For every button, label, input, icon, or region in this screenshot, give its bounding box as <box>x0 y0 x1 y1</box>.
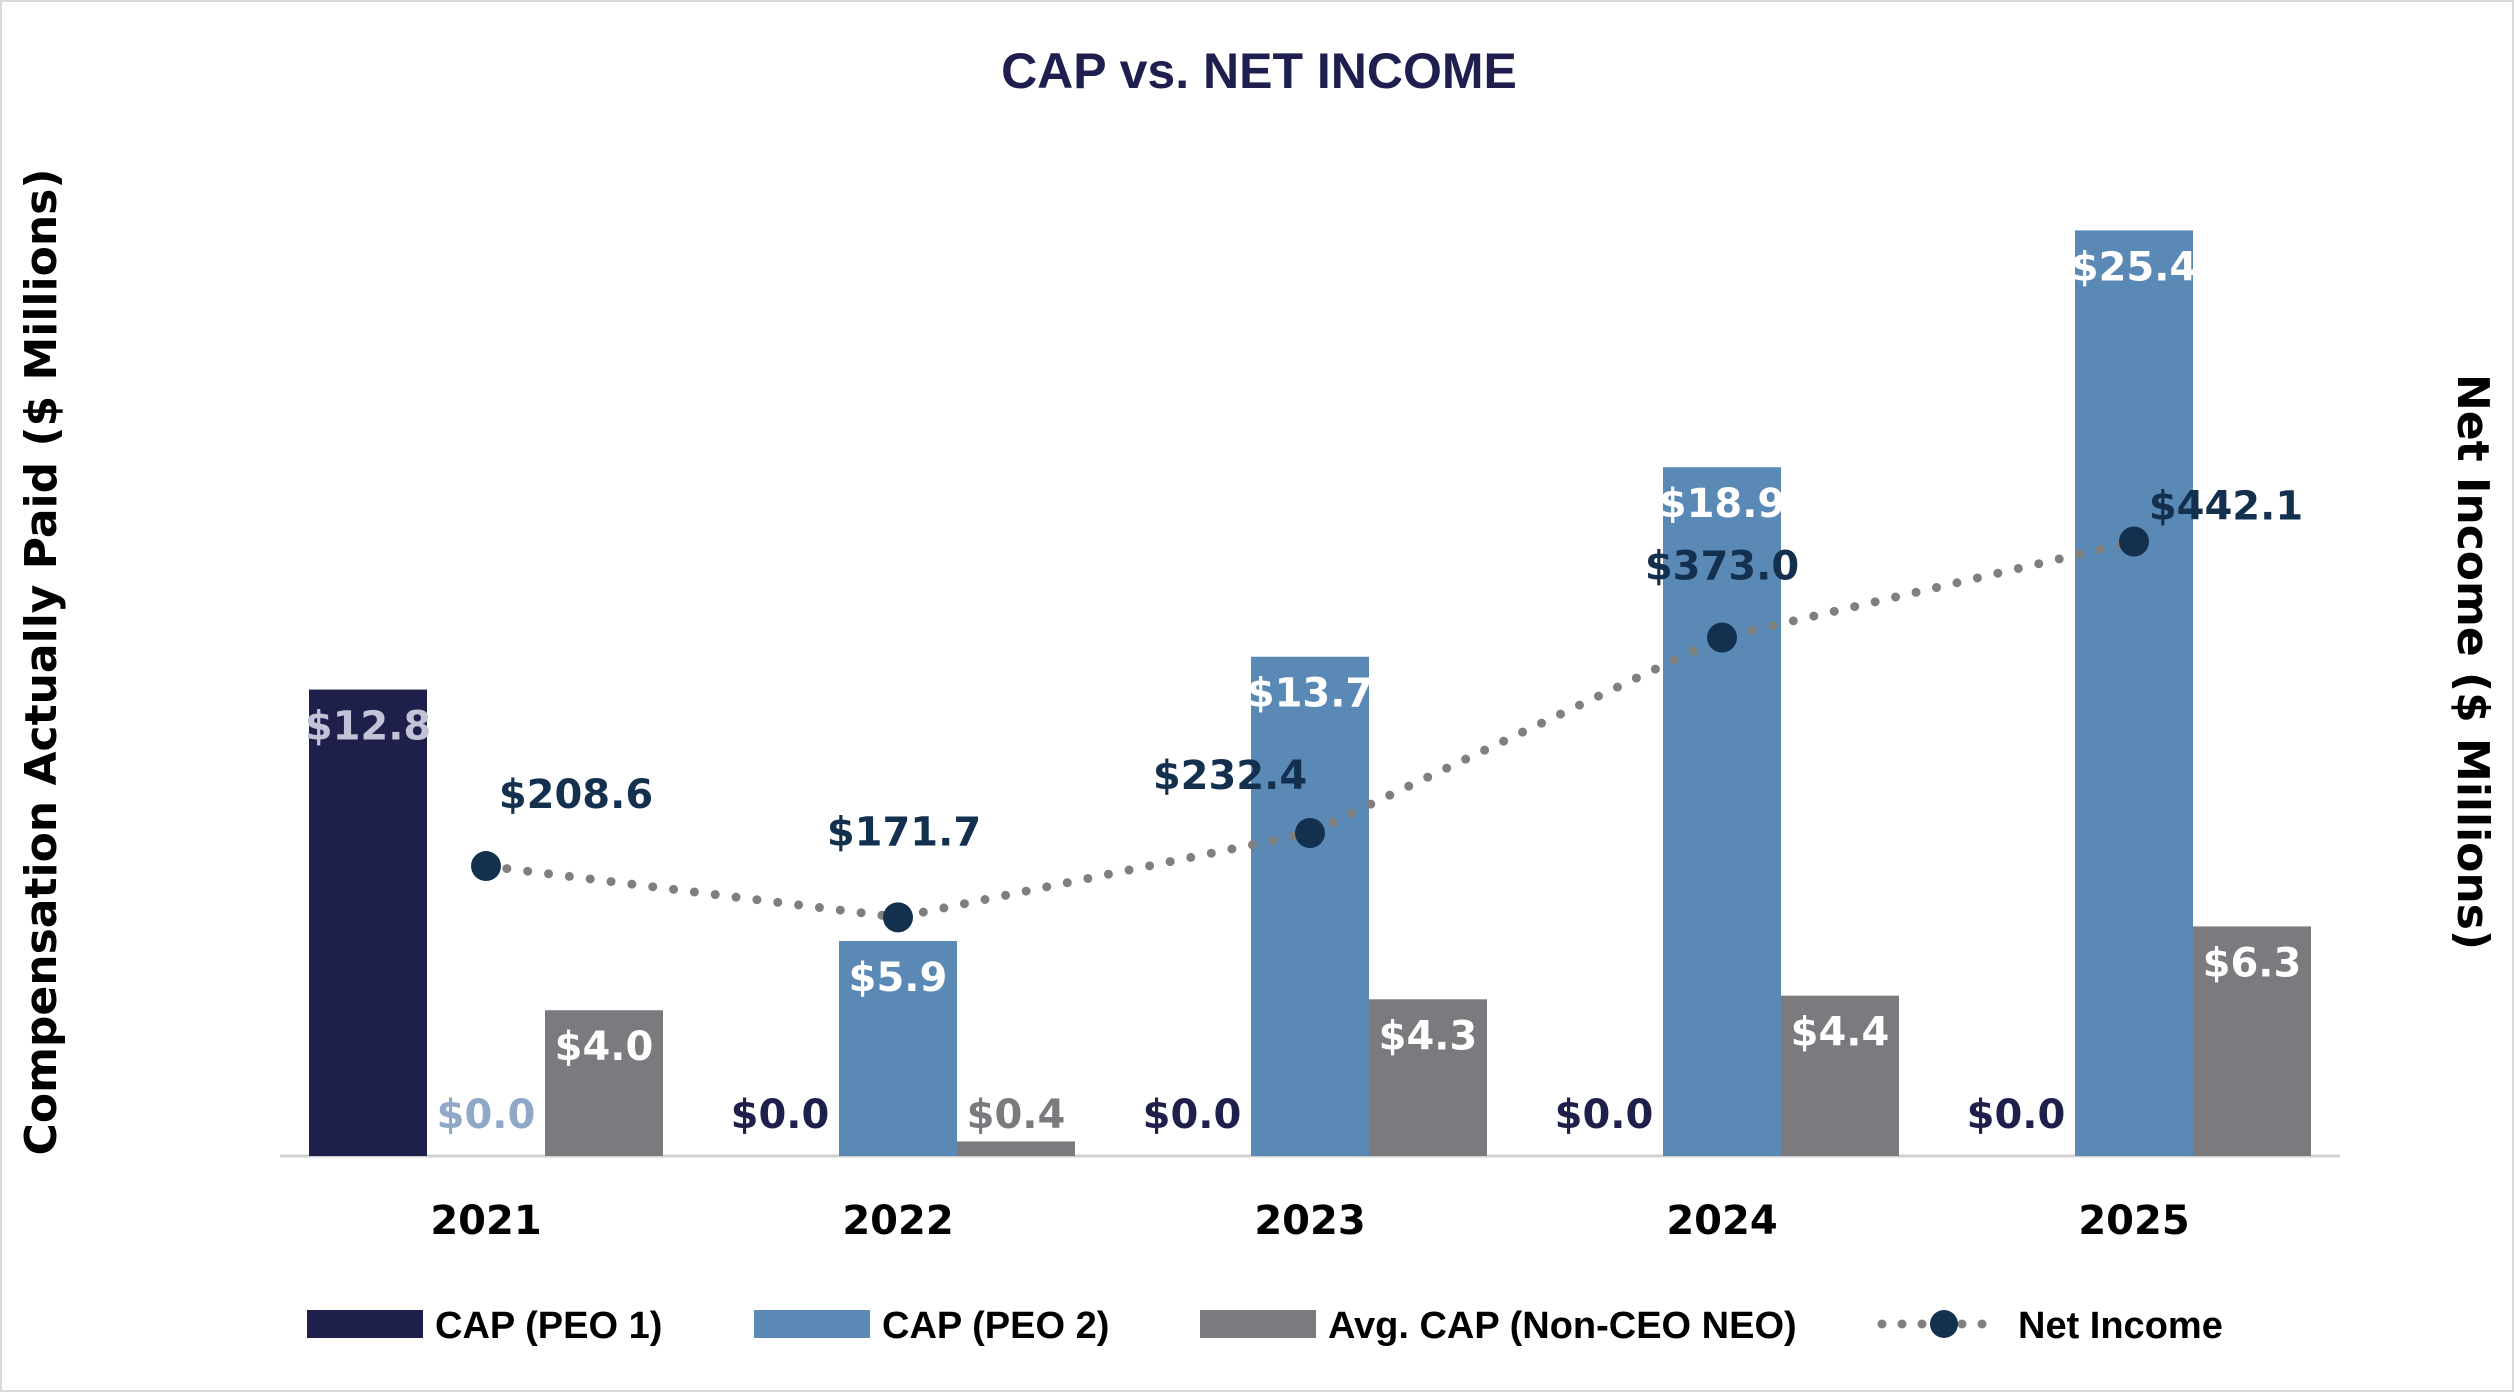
bar-avg-cap-non-ceo-neo-2022 <box>957 1141 1075 1156</box>
bar-label-avg-cap-non-ceo-neo-2025: $6.3 <box>2203 940 2302 986</box>
legend-swatch-cap-peo-2 <box>754 1310 870 1338</box>
bar-label-cap-peo-1-2023: $0.0 <box>1143 1092 1242 1138</box>
legend-item-cap-peo-2: CAP (PEO 2) <box>754 1305 1109 1347</box>
x-tick-2022: 2022 <box>842 1198 953 1244</box>
bar-cap-peo-2-2023 <box>1251 656 1369 1156</box>
bar-cap-peo-2-2022 <box>839 940 957 1156</box>
net-income-label-2022: $171.7 <box>827 809 981 855</box>
net-income-point-2021 <box>471 851 501 882</box>
legend-label-net-income: Net Income <box>2018 1305 2223 1347</box>
x-tick-2021: 2021 <box>430 1198 541 1244</box>
legend-item-cap-peo-1: CAP (PEO 1) <box>307 1305 662 1347</box>
legend-label-cap-peo-2: CAP (PEO 2) <box>882 1305 1109 1347</box>
net-income-label-2024: $373.0 <box>1645 544 1799 590</box>
legend: CAP (PEO 1) CAP (PEO 2) Avg. CAP (Non-CEO … <box>307 1305 2223 1347</box>
x-tick-2024: 2024 <box>1666 1198 1777 1244</box>
bar-label-cap-peo-1-2025: $0.0 <box>1967 1092 2066 1138</box>
bar-label-avg-cap-non-ceo-neo-2021: $4.0 <box>555 1024 654 1070</box>
bar-cap-peo-1-2021 <box>309 689 427 1156</box>
net-income-point-2022 <box>883 902 913 933</box>
net-income-label-2025: $442.1 <box>2149 483 2303 529</box>
net-income-label-2023: $232.4 <box>1153 753 1307 799</box>
y2-axis-title: Net Income ($ Millions) <box>2447 374 2498 950</box>
bar-avg-cap-non-ceo-neo-2024 <box>1781 995 1899 1156</box>
labels-layer: $12.8 $0.0 $4.0 $0.0 $5.9 $0.4 $0.0 $13.7 $4.3 $0… <box>305 244 2303 1138</box>
x-tick-labels: 2021 2022 2023 2024 2025 <box>430 1198 2189 1244</box>
bar-cap-peo-2-2025 <box>2075 230 2193 1157</box>
legend-swatch-avg-cap-non-ceo-neo <box>1200 1310 1316 1338</box>
bar-label-cap-peo-1-2022: $0.0 <box>731 1092 830 1138</box>
legend-item-net-income: Net Income <box>1877 1305 2223 1347</box>
bar-label-avg-cap-non-ceo-neo-2023: $4.3 <box>1379 1013 1478 1059</box>
bar-label-cap-peo-2-2024: $18.9 <box>1659 481 1786 527</box>
chart-title: CAP vs. NET INCOME <box>1001 43 1517 99</box>
x-tick-2025: 2025 <box>2078 1198 2189 1244</box>
bar-label-cap-peo-2-2025: $25.4 <box>2071 244 2198 290</box>
bar-label-avg-cap-non-ceo-neo-2022: $0.4 <box>967 1092 1066 1138</box>
net-income-label-2021: $208.6 <box>499 772 653 818</box>
bar-label-cap-peo-2-2023: $13.7 <box>1247 671 1374 717</box>
y-axis-title: Compensation Actually Paid ($ Millions) <box>16 169 67 1156</box>
bar-avg-cap-non-ceo-neo-2025 <box>2193 926 2311 1156</box>
bar-label-cap-peo-2-2021: $0.0 <box>437 1092 536 1138</box>
bar-avg-cap-non-ceo-neo-2023 <box>1369 999 1487 1156</box>
legend-label-avg-cap-non-ceo-neo: Avg. CAP (Non-CEO NEO) <box>1328 1305 1797 1347</box>
legend-swatch-cap-peo-1 <box>307 1310 423 1338</box>
bar-label-avg-cap-non-ceo-neo-2024: $4.4 <box>1791 1010 1890 1056</box>
bars-layer <box>309 230 2311 1157</box>
x-tick-2023: 2023 <box>1254 1198 1365 1244</box>
bar-label-cap-peo-1-2024: $0.0 <box>1555 1092 1654 1138</box>
legend-marker-net-income <box>1930 1310 1958 1338</box>
net-income-point-2023 <box>1295 817 1325 848</box>
legend-item-avg-cap-non-ceo-neo: Avg. CAP (Non-CEO NEO) <box>1200 1305 1797 1347</box>
bar-label-cap-peo-2-2022: $5.9 <box>849 955 948 1001</box>
bar-avg-cap-non-ceo-neo-2021 <box>545 1010 663 1156</box>
net-income-point-2024 <box>1707 622 1737 653</box>
legend-label-cap-peo-1: CAP (PEO 1) <box>435 1305 662 1347</box>
bar-cap-peo-2-2024 <box>1663 467 1781 1156</box>
bar-label-cap-peo-1-2021: $12.8 <box>305 704 432 750</box>
net-income-line-layer <box>471 526 2149 933</box>
net-income-point-2025 <box>2119 526 2149 557</box>
